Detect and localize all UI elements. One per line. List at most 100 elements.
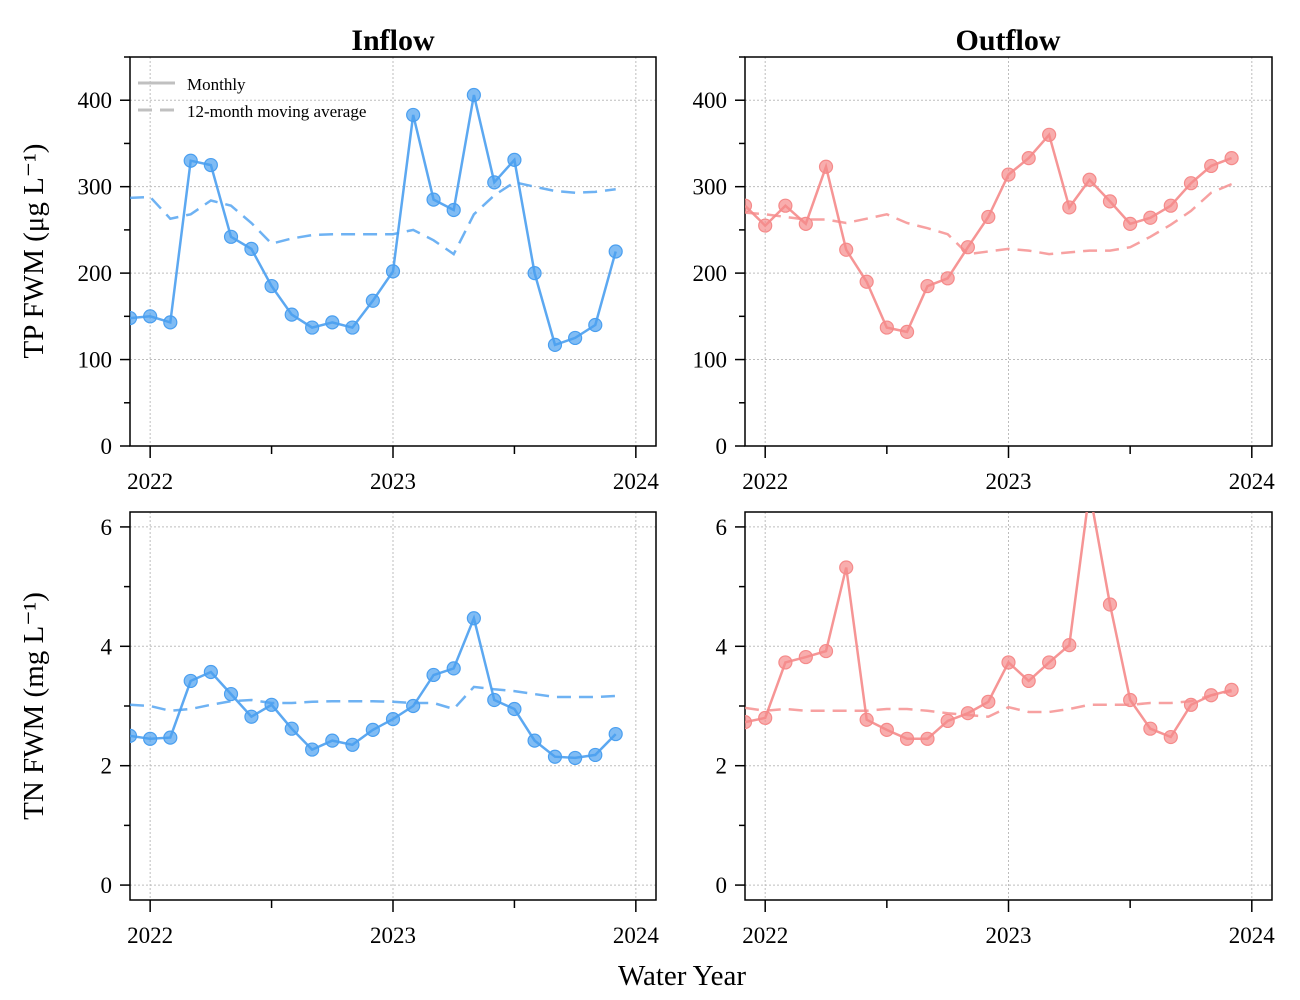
monthly-point: [1163, 198, 1178, 213]
monthly-point: [1143, 210, 1158, 225]
monthly-point: [305, 320, 320, 335]
legend-moving-avg-label: 12-month moving average: [187, 102, 366, 121]
x-tick-label-2023: 2023: [370, 923, 416, 948]
monthly-point: [527, 733, 542, 748]
monthly-point: [899, 324, 915, 339]
monthly-point: [385, 712, 401, 727]
y-tick-label-200: 200: [78, 261, 113, 286]
monthly-point: [588, 317, 603, 333]
monthly-point: [487, 175, 502, 190]
monthly-line: [745, 132, 1233, 334]
monthly-point: [798, 649, 813, 665]
monthly-point: [163, 315, 178, 330]
moving-average-line: [130, 180, 616, 256]
monthly-point: [920, 731, 935, 746]
monthly-point: [1042, 127, 1057, 142]
monthly-point: [406, 107, 421, 123]
monthly-point: [1062, 638, 1077, 653]
monthly-point: [1123, 216, 1138, 231]
monthly-point: [284, 307, 299, 322]
monthly-point: [223, 686, 239, 702]
monthly-point: [981, 694, 996, 709]
x-tick-label-2024: 2024: [1229, 469, 1276, 494]
x-tick-label-2023: 2023: [986, 923, 1032, 948]
monthly-point: [264, 278, 279, 294]
y-tick-label-4: 4: [716, 634, 728, 659]
legend: Monthly 12-month moving average: [138, 75, 366, 121]
monthly-point: [818, 159, 834, 174]
monthly-point: [1062, 200, 1077, 215]
monthly-point: [547, 337, 563, 352]
monthly-point: [981, 209, 996, 225]
y-tick-label-300: 300: [693, 175, 728, 200]
monthly-point: [1102, 597, 1118, 612]
monthly-point: [745, 715, 753, 730]
y-tick-label-2: 2: [716, 754, 728, 779]
monthly-point: [859, 712, 874, 727]
monthly-point: [1224, 682, 1239, 697]
x-tick-label-2024: 2024: [613, 469, 660, 494]
x-tick-label-2022: 2022: [742, 923, 788, 948]
monthly-point: [507, 701, 522, 717]
y-tick-label-2: 2: [101, 754, 113, 779]
monthly-point: [1082, 172, 1097, 187]
monthly-point: [426, 667, 441, 683]
monthly-point: [1102, 194, 1118, 209]
monthly-point: [1183, 176, 1199, 191]
y-axis-title-tn: TN FWM (mg L⁻¹): [18, 592, 50, 820]
monthly-point: [920, 278, 935, 294]
monthly-point: [345, 737, 360, 752]
monthly-point: [345, 320, 360, 335]
monthly-point: [547, 749, 563, 764]
monthly-point: [223, 229, 239, 244]
monthly-point: [325, 315, 340, 330]
monthly-point: [1001, 655, 1016, 670]
monthly-point: [745, 198, 753, 213]
x-tick-label-2023: 2023: [986, 469, 1032, 494]
monthly-point: [758, 710, 773, 726]
y-tick-label-100: 100: [693, 348, 728, 373]
monthly-point: [778, 198, 793, 213]
monthly-point: [130, 310, 138, 326]
x-tick-label-2024: 2024: [613, 923, 660, 948]
y-axis-title-tp: TP FWM (μg L⁻¹): [18, 144, 50, 359]
y-tick-label-400: 400: [693, 88, 728, 113]
monthly-point: [818, 643, 834, 659]
monthly-point: [839, 242, 854, 257]
y-tick-label-0: 0: [101, 873, 113, 898]
x-tick-label-2023: 2023: [370, 469, 416, 494]
monthly-point: [1224, 151, 1239, 166]
monthly-point: [446, 661, 461, 676]
y-tick-label-4: 4: [101, 634, 113, 659]
data-area-tn-inflow: [130, 611, 623, 766]
monthly-point: [798, 216, 813, 231]
y-tick-label-0: 0: [101, 434, 113, 459]
monthly-point: [758, 218, 773, 233]
monthly-point: [203, 157, 218, 173]
monthly-point: [406, 698, 421, 714]
monthly-point: [284, 721, 299, 736]
y-tick-label-100: 100: [78, 348, 113, 373]
monthly-point: [365, 722, 380, 737]
data-area-tp-inflow: [130, 87, 623, 352]
x-tick-label-2022: 2022: [127, 469, 173, 494]
panel-title-inflow: Inflow: [351, 24, 435, 57]
monthly-point: [466, 87, 481, 103]
monthly-point: [778, 655, 793, 670]
y-tick-label-6: 6: [101, 515, 113, 540]
monthly-point: [130, 728, 138, 743]
monthly-point: [446, 202, 461, 218]
x-tick-label-2022: 2022: [742, 469, 788, 494]
panel-tp-inflow: 0 100 200 300 400 2022 2023 2024: [78, 56, 660, 494]
monthly-point: [527, 266, 542, 281]
monthly-point: [1001, 167, 1016, 182]
monthly-point: [325, 733, 340, 748]
monthly-point: [466, 611, 481, 626]
monthly-point: [385, 264, 401, 279]
monthly-point: [568, 750, 583, 766]
monthly-point: [244, 241, 259, 257]
monthly-point: [507, 152, 522, 167]
monthly-point: [365, 293, 380, 308]
monthly-point: [940, 271, 955, 286]
